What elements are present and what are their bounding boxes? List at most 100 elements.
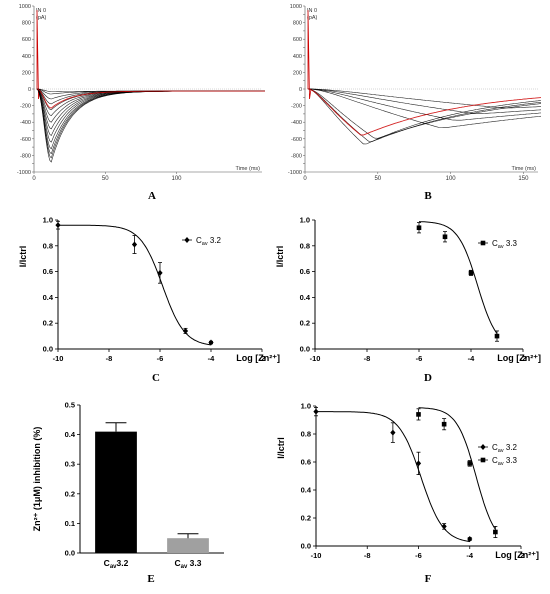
y-tick-label: 800: [22, 21, 31, 27]
legend-sub: av: [202, 241, 208, 247]
y-axis-label: I/Ictrl: [18, 246, 28, 268]
x-tick-label: -6: [415, 551, 422, 560]
x-axis-label: Time (ms): [511, 166, 536, 172]
legend-marker: [480, 240, 486, 246]
x-tick-label: -8: [364, 551, 371, 560]
x-axis-label: Log [Zn²⁺]: [495, 550, 539, 560]
y-tick-label: 0: [299, 87, 302, 93]
y-tick-label: -600: [20, 137, 31, 143]
y-axis-label: IN 0: [307, 8, 317, 14]
panel-f-dose-response-combined: 0.0 0.2 0.4 0.6 0.8 1.0 -10 -8 -6 -4 -2 I/Ictrl Log …: [276, 402, 539, 586]
x-tick-label: -2: [518, 551, 525, 560]
data-point-diamond: [131, 241, 138, 248]
y-tick-label: -200: [20, 104, 31, 110]
y-tick-label: 0.8: [301, 430, 311, 439]
x-tick-label: -4: [468, 354, 475, 363]
current-trace-2: [36, 88, 265, 159]
data-point-diamond: [208, 339, 214, 346]
panel-letter-e: E: [147, 573, 154, 585]
current-trace-6: [308, 88, 542, 114]
x-tick-label: -10: [310, 354, 321, 363]
legend-marker: [480, 457, 486, 463]
y-tick-label: -400: [291, 120, 302, 126]
y-tick-label: 600: [293, 37, 302, 43]
y-tick-label: 1.0: [301, 402, 311, 411]
current-trace-3: [307, 88, 542, 139]
y-tick-label: 0.6: [300, 267, 310, 276]
y-tick-label: 0.6: [301, 458, 311, 467]
data-point-diamond: [390, 429, 396, 436]
y-tick-label: 0.4: [301, 486, 312, 495]
legend-main: C: [196, 236, 202, 245]
y-axis-label: IN 0: [36, 8, 46, 14]
y-tick-label: 0.4: [300, 293, 311, 302]
y-tick-label: 1.0: [43, 216, 53, 225]
x-tick-label: 50: [374, 176, 381, 182]
legend-main: C: [492, 443, 498, 452]
category-sub: av: [110, 564, 117, 570]
current-trace-5: [308, 88, 542, 121]
data-point-diamond: [182, 327, 189, 334]
y-tick-label: 400: [293, 54, 302, 60]
x-axis-label: Log [Zn²⁺]: [236, 353, 280, 363]
y-tick-label: 0.6: [43, 267, 53, 276]
x-tick-label: 0: [32, 176, 36, 182]
y-axis-label: Zn²⁺ (1μM) inhibition (%): [32, 427, 42, 532]
data-point-diamond: [157, 269, 163, 276]
y-tick-label: -200: [291, 104, 302, 110]
panel-letter-a: A: [148, 190, 156, 202]
data-point-square: [493, 529, 498, 535]
panel-e-bar-chart: 0.0 0.1 0.2 0.3 0.4 0.5 Zn²⁺ (1μM) inhibition …: [32, 401, 224, 585]
x-tick-label: -6: [416, 354, 423, 363]
legend-main: C: [492, 239, 498, 248]
y-tick-label: 0.4: [43, 293, 54, 302]
x-axis-label: Log [Zn²⁺]: [497, 353, 541, 363]
current-trace-3: [36, 88, 265, 155]
legend-entry: Cav 3.3: [492, 239, 517, 250]
x-tick-label: 50: [102, 176, 109, 182]
current-trace-7: [36, 88, 265, 130]
y-tick-label: 1000: [290, 4, 302, 10]
current-trace-4: [308, 88, 542, 128]
x-tick-label: -6: [157, 354, 164, 363]
data-point-diamond: [55, 222, 61, 229]
fit-curve-2: [418, 407, 496, 530]
y-tick-label: 0.0: [300, 345, 310, 354]
y-tick-label: 0.0: [65, 549, 75, 558]
legend-sub: av: [498, 461, 504, 467]
y-tick-label: 1.0: [300, 216, 310, 225]
capacitive-transient: [36, 10, 41, 100]
current-trace-1: [36, 88, 265, 163]
current-trace-7: [308, 88, 542, 109]
y-tick-label: 800: [293, 21, 302, 27]
y-tick-label: 200: [22, 70, 31, 76]
x-tick-label: -10: [53, 354, 64, 363]
x-tick-label: 100: [446, 176, 457, 182]
legend-marker: [480, 444, 486, 450]
legend-entry: Cav 3.2: [492, 443, 517, 454]
category-rest: 3.3: [187, 558, 201, 568]
current-trace-1: [307, 88, 542, 145]
y-axis-unit: (pA): [307, 15, 318, 21]
y-tick-label: -800: [291, 153, 302, 159]
x-tick-label: -2: [520, 354, 527, 363]
y-tick-label: 0.8: [300, 241, 310, 250]
legend-sub: av: [498, 244, 504, 250]
panel-letter-f: F: [425, 573, 432, 585]
legend-marker: [184, 237, 190, 243]
data-point-square: [416, 412, 421, 417]
y-tick-label: -1000: [17, 170, 31, 176]
y-tick-label: 0: [28, 87, 31, 93]
panel-letter-b: B: [424, 190, 432, 202]
data-point-diamond: [441, 523, 447, 530]
category-label: Cav 3.3: [174, 558, 201, 570]
y-tick-label: 0.8: [43, 241, 53, 250]
x-tick-label: -4: [208, 354, 215, 363]
category-main: C: [174, 558, 180, 568]
legend-rest: 3.3: [504, 239, 518, 248]
x-axis-label: Time (ms): [235, 166, 260, 172]
data-point-diamond: [415, 460, 422, 467]
x-tick-label: 0: [303, 176, 307, 182]
data-point-square: [416, 225, 422, 231]
